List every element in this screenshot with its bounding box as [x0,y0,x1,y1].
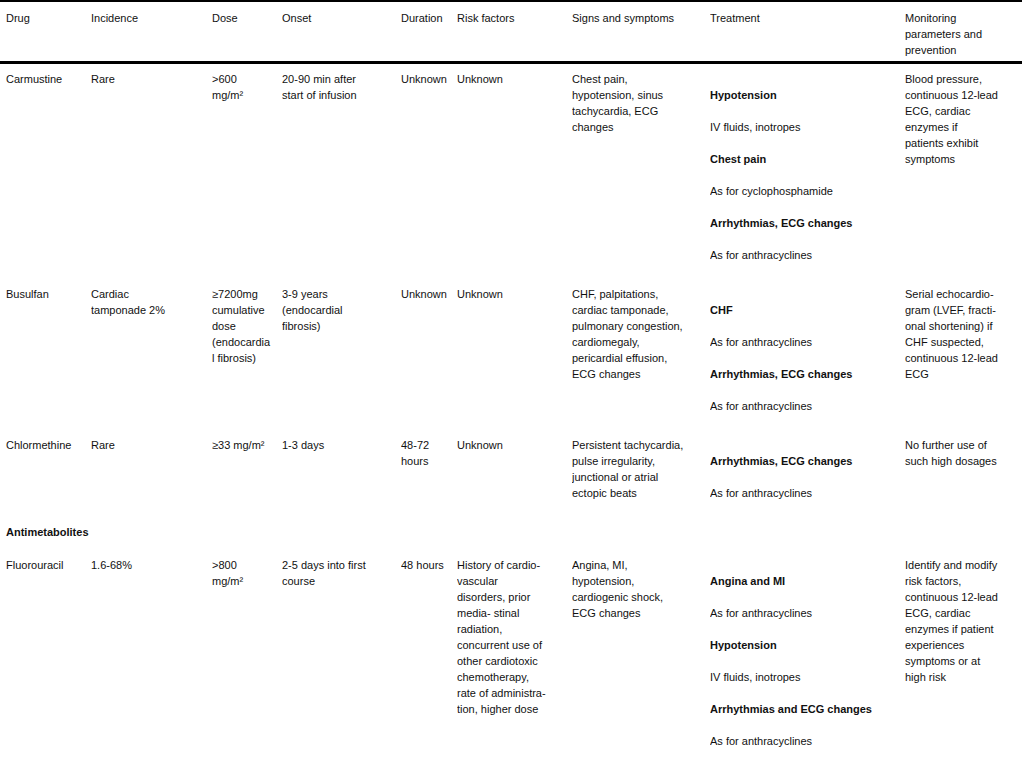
cell-duration: Unknown [401,62,457,279]
cell-treatment: Angina and MI As for anthracyclines Hypo… [710,550,905,758]
cell-signs: Persistent tachycardia, pulse irregulari… [572,430,710,517]
column-header-drug: Drug [0,1,91,62]
table-row-busulfan: Busulfan Cardiac tamponade 2% ≥7200mg cu… [0,279,1022,430]
cell-onset: 1-3 days [282,430,401,517]
cell-drug: Busulfan [0,279,91,430]
treatment-heading: Arrhythmias and ECG changes [710,701,899,717]
cell-duration: 48-72 hours [401,430,457,517]
cell-treatment: Hypotension IV fluids, inotropes Chest p… [710,62,905,279]
treatment-line: IV fluids, inotropes [710,119,899,135]
cell-incidence: 1.6-68% [91,550,212,758]
treatment-line: As for anthracyclines [710,398,899,414]
column-header-monitoring: Monitoring parameters and prevention [905,1,1022,62]
treatment-heading: Hypotension [710,87,899,103]
cell-treatment: Arrhythmias, ECG changes As for anthracy… [710,430,905,517]
cell-signs: Angina, MI, hypotension, cardiogenic sho… [572,550,710,758]
cell-signs: Chest pain, hypotension, sinus tachycard… [572,62,710,279]
cell-signs: CHF, palpitations, cardiac tamponade, pu… [572,279,710,430]
drug-cardiotoxicity-table: Drug Incidence Dose Onset Duration Risk … [0,0,1022,758]
cell-onset: 3-9 years (endocardial fibrosis) [282,279,401,430]
column-header-onset: Onset [282,1,401,62]
cell-incidence: Cardiac tamponade 2% [91,279,212,430]
column-header-treatment: Treatment [710,1,905,62]
table-row-carmustine: Carmustine Rare >600 mg/m² 20-90 min aft… [0,62,1022,279]
cell-dose: ≥33 mg/m² [212,430,282,517]
cell-risk-factors: History of cardio- vascular disorders, p… [457,550,572,758]
treatment-line: As for anthracyclines [710,605,899,621]
table-row-fluorouracil: Fluorouracil 1.6-68% >800 mg/m² 2-5 days… [0,550,1022,758]
section-header-antimetabolites: Antimetabolites [0,517,1022,550]
cell-incidence: Rare [91,430,212,517]
cell-duration: 48 hours [401,550,457,758]
table-row-chlormethine: Chlormethine Rare ≥33 mg/m² 1-3 days 48-… [0,430,1022,517]
cell-onset: 2-5 days into first course [282,550,401,758]
treatment-heading: Angina and MI [710,573,899,589]
table-header: Drug Incidence Dose Onset Duration Risk … [0,1,1022,62]
header-row: Drug Incidence Dose Onset Duration Risk … [0,1,1022,62]
cell-drug: Fluorouracil [0,550,91,758]
treatment-heading: Arrhythmias, ECG changes [710,215,899,231]
treatment-line: IV fluids, inotropes [710,669,899,685]
column-header-dose: Dose [212,1,282,62]
cell-risk-factors: Unknown [457,279,572,430]
column-header-incidence: Incidence [91,1,212,62]
cell-monitoring: Serial echocardio- gram (LVEF, fracti- o… [905,279,1022,430]
paper-table-page: Drug Incidence Dose Onset Duration Risk … [0,0,1022,758]
cell-treatment: CHF As for anthracyclines Arrhythmias, E… [710,279,905,430]
treatment-line: As for anthracyclines [710,485,899,501]
treatment-line: As for cyclophosphamide [710,183,899,199]
cell-risk-factors: Unknown [457,62,572,279]
treatment-heading: CHF [710,302,899,318]
cell-monitoring: No further use of such high dosages [905,430,1022,517]
cell-risk-factors: Unknown [457,430,572,517]
cell-duration: Unknown [401,279,457,430]
cell-dose: >600 mg/m² [212,62,282,279]
cell-drug: Chlormethine [0,430,91,517]
treatment-heading: Arrhythmias, ECG changes [710,453,899,469]
treatment-line: As for anthracyclines [710,733,899,749]
column-header-signs-symptoms: Signs and symptoms [572,1,710,62]
cell-drug: Carmustine [0,62,91,279]
cell-dose: ≥7200mg cumulative dose (endocardia l fi… [212,279,282,430]
cell-onset: 20-90 min after start of infusion [282,62,401,279]
column-header-duration: Duration [401,1,457,62]
treatment-heading: Chest pain [710,151,899,167]
table-body: Carmustine Rare >600 mg/m² 20-90 min aft… [0,62,1022,758]
cell-monitoring: Identify and modify risk factors, contin… [905,550,1022,758]
cell-monitoring: Blood pressure, continuous 12-lead ECG, … [905,62,1022,279]
treatment-heading: Arrhythmias, ECG changes [710,366,899,382]
cell-incidence: Rare [91,62,212,279]
treatment-line: As for anthracyclines [710,247,899,263]
cell-dose: >800 mg/m² [212,550,282,758]
treatment-heading: Hypotension [710,637,899,653]
column-header-risk-factors: Risk factors [457,1,572,62]
section-header-row: Antimetabolites [0,517,1022,550]
treatment-line: As for anthracyclines [710,334,899,350]
